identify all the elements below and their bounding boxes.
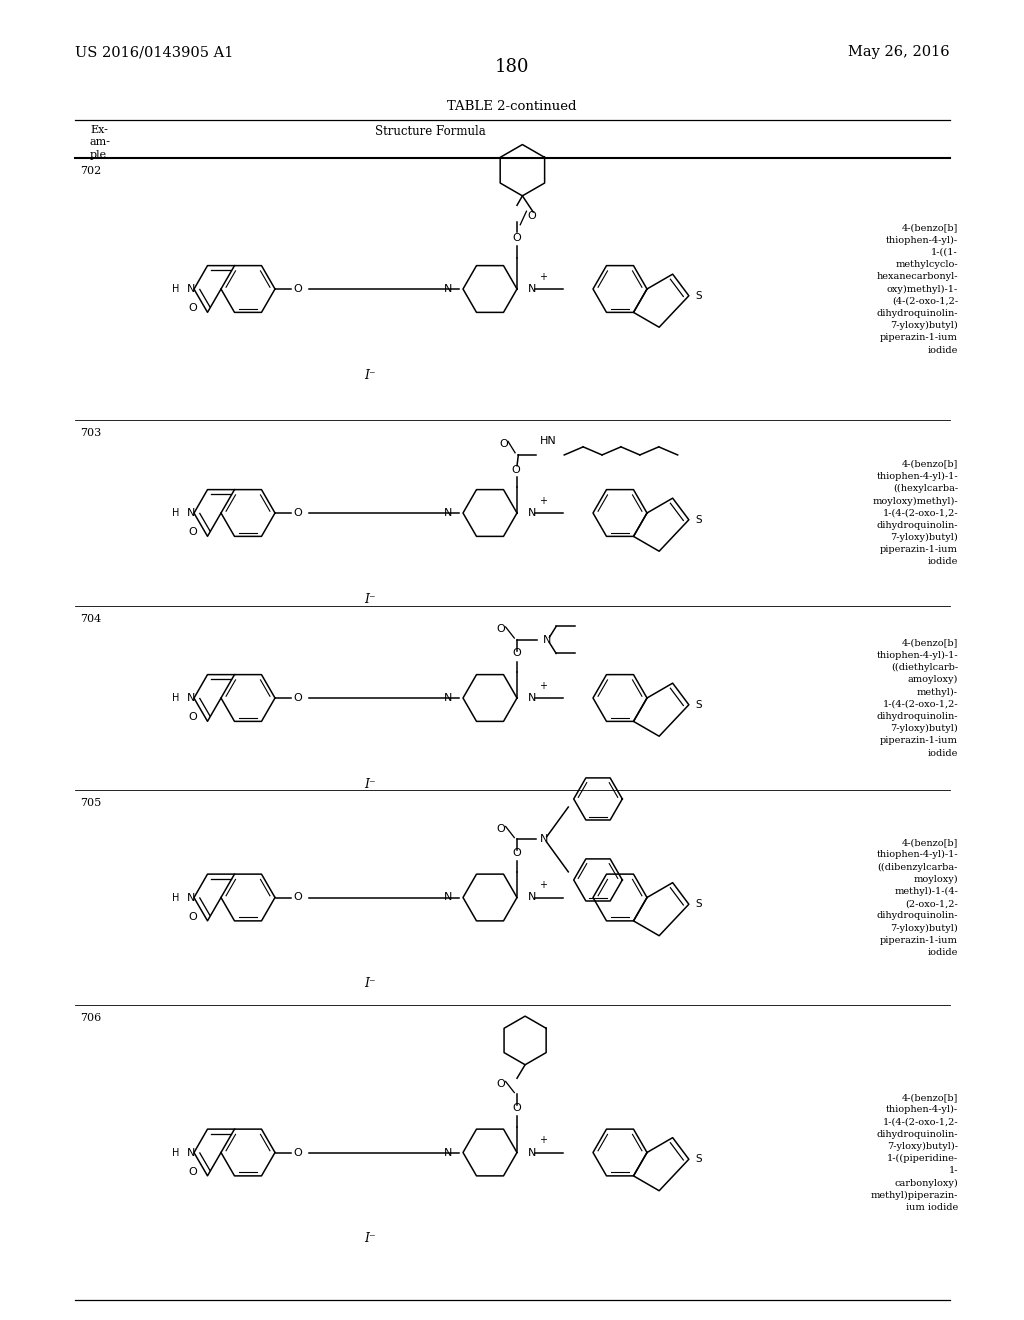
Text: O: O [499,440,508,449]
Text: N: N [527,284,536,294]
Text: 4-(benzo[b]
thiophen-4-yl)-1-
((diethylcarb-
amoyloxy)
methyl)-
1-(4-(2-oxo-1,2-: 4-(benzo[b] thiophen-4-yl)-1- ((diethylc… [877,639,958,758]
Text: H: H [172,693,179,704]
Text: 703: 703 [80,428,101,438]
Text: H: H [172,508,179,519]
Text: O: O [294,892,302,903]
Text: S: S [695,515,701,525]
Text: I⁻: I⁻ [365,1233,376,1245]
Text: O: O [513,648,521,659]
Text: O: O [294,508,302,517]
Text: Structure Formula: Structure Formula [375,125,485,139]
Text: +: + [539,1135,547,1146]
Text: N: N [444,693,453,704]
Text: O: O [294,693,302,704]
Text: O: O [513,1104,521,1113]
Text: 705: 705 [80,799,101,808]
Text: O: O [188,304,197,313]
Text: O: O [513,232,521,243]
Text: H: H [172,1147,179,1158]
Text: HN: HN [540,437,556,446]
Text: H: H [172,284,179,294]
Text: N: N [187,892,196,903]
Text: N: N [444,1147,453,1158]
Text: 4-(benzo[b]
thiophen-4-yl)-
1-(4-(2-oxo-1,2-
dihydroquinolin-
7-yloxy)butyl)-
1-: 4-(benzo[b] thiophen-4-yl)- 1-(4-(2-oxo-… [870,1093,958,1212]
Text: 180: 180 [495,58,529,77]
Text: N: N [444,284,453,294]
Text: O: O [497,1078,505,1089]
Text: 702: 702 [80,166,101,176]
Text: N: N [527,508,536,517]
Text: 706: 706 [80,1012,101,1023]
Text: O: O [294,1147,302,1158]
Text: O: O [188,527,197,537]
Text: O: O [294,284,302,294]
Text: N: N [444,892,453,903]
Text: N: N [543,635,551,645]
Text: I⁻: I⁻ [365,777,376,791]
Text: N: N [187,1147,196,1158]
Text: 4-(benzo[b]
thiophen-4-yl)-1-
((dibenzylcarba-
moyloxy)
methyl)-1-(4-
(2-oxo-1,2: 4-(benzo[b] thiophen-4-yl)-1- ((dibenzyl… [877,838,958,957]
Text: N: N [187,693,196,704]
Text: I⁻: I⁻ [365,593,376,606]
Text: N: N [187,508,196,519]
Text: US 2016/0143905 A1: US 2016/0143905 A1 [75,45,233,59]
Text: O: O [188,713,197,722]
Text: 4-(benzo[b]
thiophen-4-yl)-
1-((1-
methylcyclo-
hexanecarbonyl-
oxy)methyl)-1-
(: 4-(benzo[b] thiophen-4-yl)- 1-((1- methy… [877,223,958,355]
Text: May 26, 2016: May 26, 2016 [848,45,950,59]
Text: N: N [527,892,536,903]
Text: N: N [444,508,453,517]
Text: O: O [497,624,505,634]
Text: O: O [188,912,197,921]
Text: N: N [540,834,548,845]
Text: +: + [539,880,547,891]
Text: +: + [539,681,547,690]
Text: +: + [539,272,547,282]
Text: N: N [187,284,196,294]
Text: 4-(benzo[b]
thiophen-4-yl)-1-
((hexylcarba-
moyloxy)methyl)-
1-(4-(2-oxo-1,2-
di: 4-(benzo[b] thiophen-4-yl)-1- ((hexylcar… [872,459,958,566]
Text: N: N [527,1147,536,1158]
Text: O: O [513,847,521,858]
Text: S: S [695,700,701,710]
Text: N: N [527,693,536,704]
Text: TABLE 2-continued: TABLE 2-continued [447,100,577,114]
Text: H: H [172,892,179,903]
Text: O: O [497,824,505,834]
Text: O: O [511,465,520,475]
Text: S: S [695,899,701,909]
Text: 704: 704 [80,614,101,624]
Text: O: O [188,1167,197,1176]
Text: +: + [539,496,547,506]
Text: O: O [527,211,537,220]
Text: I⁻: I⁻ [365,368,376,381]
Text: S: S [695,1154,701,1164]
Text: Ex-
am-
ple: Ex- am- ple [90,125,111,160]
Text: S: S [695,290,701,301]
Text: I⁻: I⁻ [365,977,376,990]
